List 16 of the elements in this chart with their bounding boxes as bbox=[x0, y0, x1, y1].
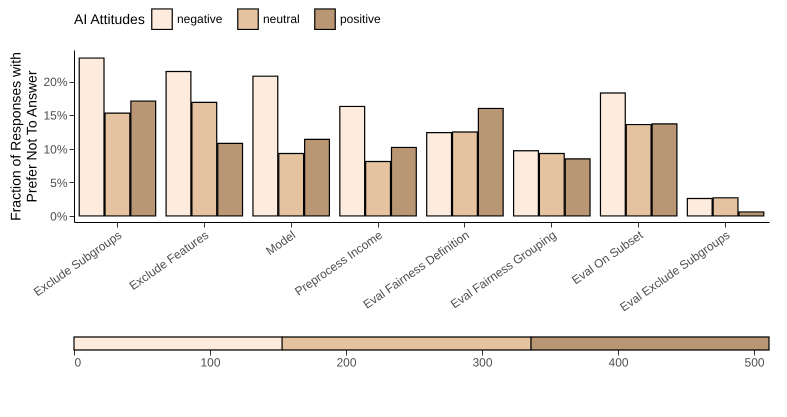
y-tick-label: 20% bbox=[43, 75, 68, 90]
y-axis-title: Fraction of Responses with Prefer Not To Answer bbox=[7, 52, 40, 221]
x-tick-label: 400 bbox=[608, 356, 629, 370]
x-tick-label: 300 bbox=[472, 356, 493, 370]
x-tick-label: 100 bbox=[200, 356, 221, 370]
y-tick-label: 15% bbox=[43, 108, 68, 123]
y-tick-label: 0% bbox=[50, 209, 68, 224]
legend-label: positive bbox=[340, 12, 382, 26]
legend-label: neutral bbox=[263, 12, 300, 26]
x-tick-label: 200 bbox=[336, 356, 357, 370]
legend-title: AI Attitudes bbox=[74, 11, 145, 27]
y-tick-label: 10% bbox=[43, 142, 68, 156]
y-tick-label: 5% bbox=[50, 176, 68, 190]
legend-label: negative bbox=[177, 12, 223, 26]
x-tick-label: 0 bbox=[74, 356, 82, 370]
x-tick-label: 500 bbox=[744, 356, 765, 370]
